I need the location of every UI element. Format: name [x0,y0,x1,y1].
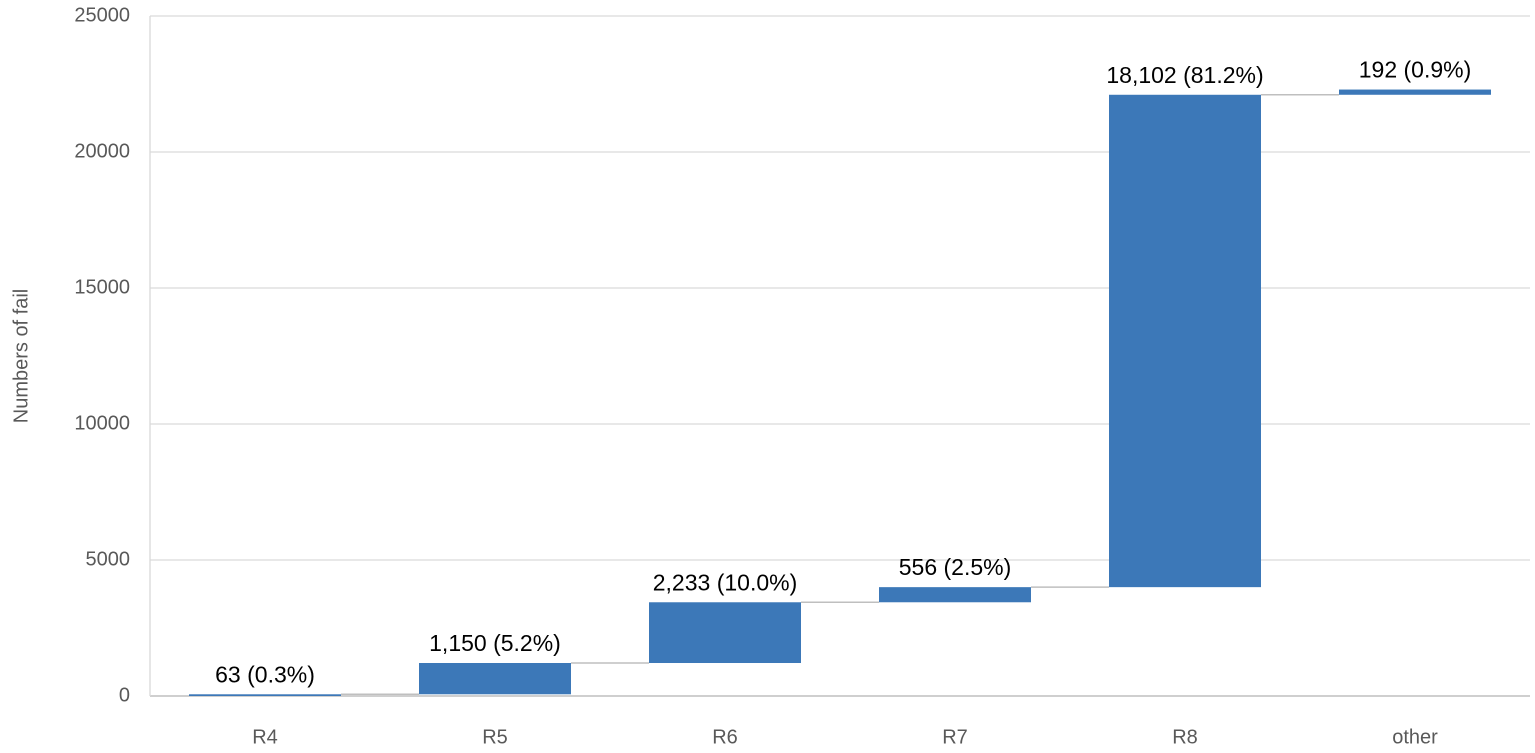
x-tick-label: R8 [1172,726,1198,748]
x-tick-label: R6 [712,726,738,748]
y-tick-label: 20000 [74,140,130,162]
data-label: 63 (0.3%) [215,661,315,687]
x-tick-label: other [1392,726,1438,748]
y-tick-label: 5000 [86,548,131,570]
bar [649,602,801,664]
data-label: 556 (2.5%) [899,554,1012,580]
bar [879,587,1031,603]
data-label: 192 (0.9%) [1359,57,1472,83]
data-label: 2,233 (10.0%) [653,569,797,595]
y-tick-label: 25000 [74,4,130,26]
y-axis-label: Numbers of fail [10,289,32,424]
bar [1109,94,1261,588]
data-label: 1,150 (5.2%) [429,630,561,656]
x-tick-label: R7 [942,726,968,748]
y-tick-label: 10000 [74,412,130,434]
bar [419,663,571,695]
x-tick-label: R4 [252,726,278,748]
bar [189,694,341,696]
y-tick-label: 15000 [74,276,130,298]
data-label: 18,102 (81.2%) [1106,62,1263,88]
x-tick-label: R5 [482,726,508,748]
bar [1339,89,1491,95]
y-tick-label: 0 [119,684,130,706]
